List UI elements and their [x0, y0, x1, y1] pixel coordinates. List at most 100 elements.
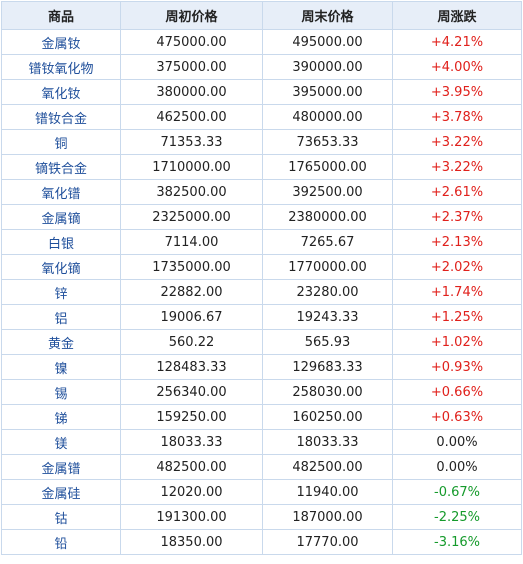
- end-price-cell: 495000.00: [262, 29, 393, 55]
- end-price-cell: 395000.00: [262, 79, 393, 105]
- table-row: 氧化镨 382500.00 392500.00 +2.61%: [1, 179, 522, 205]
- end-price-cell: 160250.00: [262, 404, 393, 430]
- table-row: 铜 71353.33 73653.33 +3.22%: [1, 129, 522, 155]
- table-row: 金属硅 12020.00 11940.00 -0.67%: [1, 479, 522, 505]
- table-row: 镨钕氧化物 375000.00 390000.00 +4.00%: [1, 54, 522, 80]
- end-price-cell: 73653.33: [262, 129, 393, 155]
- end-price-cell: 258030.00: [262, 379, 393, 405]
- end-price-cell: 2380000.00: [262, 204, 393, 230]
- start-price-cell: 482500.00: [120, 454, 263, 480]
- end-price-cell: 11940.00: [262, 479, 393, 505]
- weekly-change-cell: -0.67%: [392, 479, 522, 505]
- end-price-cell: 392500.00: [262, 179, 393, 205]
- commodity-name-cell: 金属硅: [1, 479, 121, 505]
- end-price-cell: 19243.33: [262, 304, 393, 330]
- table-header: 商品 周初价格 周末价格 周涨跌: [1, 1, 522, 30]
- table-row: 金属镨 482500.00 482500.00 0.00%: [1, 454, 522, 480]
- start-price-cell: 12020.00: [120, 479, 263, 505]
- table-row: 锑 159250.00 160250.00 +0.63%: [1, 404, 522, 430]
- header-commodity: 商品: [1, 1, 121, 30]
- commodity-name-cell: 铝: [1, 304, 121, 330]
- end-price-cell: 18033.33: [262, 429, 393, 455]
- weekly-change-cell: +1.02%: [392, 329, 522, 355]
- end-price-cell: 17770.00: [262, 529, 393, 555]
- weekly-change-cell: 0.00%: [392, 429, 522, 455]
- commodity-name-cell: 镨钕合金: [1, 104, 121, 130]
- table-row: 黄金 560.22 565.93 +1.02%: [1, 329, 522, 355]
- commodity-name-cell: 金属镨: [1, 454, 121, 480]
- header-end-price: 周末价格: [262, 1, 393, 30]
- start-price-cell: 159250.00: [120, 404, 263, 430]
- weekly-change-cell: +2.02%: [392, 254, 522, 280]
- start-price-cell: 380000.00: [120, 79, 263, 105]
- table-row: 氧化钕 380000.00 395000.00 +3.95%: [1, 79, 522, 105]
- end-price-cell: 390000.00: [262, 54, 393, 80]
- weekly-change-cell: +2.37%: [392, 204, 522, 230]
- table-row: 锡 256340.00 258030.00 +0.66%: [1, 379, 522, 405]
- weekly-change-cell: +2.13%: [392, 229, 522, 255]
- table-row: 金属镝 2325000.00 2380000.00 +2.37%: [1, 204, 522, 230]
- commodity-name-cell: 白银: [1, 229, 121, 255]
- end-price-cell: 480000.00: [262, 104, 393, 130]
- start-price-cell: 191300.00: [120, 504, 263, 530]
- start-price-cell: 128483.33: [120, 354, 263, 380]
- commodity-name-cell: 锑: [1, 404, 121, 430]
- weekly-change-cell: +0.66%: [392, 379, 522, 405]
- table-row: 氧化镝 1735000.00 1770000.00 +2.02%: [1, 254, 522, 280]
- header-start-price: 周初价格: [120, 1, 263, 30]
- weekly-change-cell: 0.00%: [392, 454, 522, 480]
- table-body: 金属钕 475000.00 495000.00 +4.21% 镨钕氧化物 375000.0…: [1, 29, 522, 555]
- commodity-name-cell: 金属钕: [1, 29, 121, 55]
- commodity-name-cell: 铅: [1, 529, 121, 555]
- end-price-cell: 129683.33: [262, 354, 393, 380]
- table-row: 镁 18033.33 18033.33 0.00%: [1, 429, 522, 455]
- start-price-cell: 382500.00: [120, 179, 263, 205]
- weekly-change-cell: +3.95%: [392, 79, 522, 105]
- commodity-name-cell: 锌: [1, 279, 121, 305]
- commodity-name-cell: 铜: [1, 129, 121, 155]
- price-table: 商品 周初价格 周末价格 周涨跌 金属钕 475000.00 495000.00 +4…: [1, 1, 522, 555]
- commodity-name-cell: 钴: [1, 504, 121, 530]
- table-row: 钴 191300.00 187000.00 -2.25%: [1, 504, 522, 530]
- weekly-change-cell: +4.21%: [392, 29, 522, 55]
- weekly-change-cell: +0.63%: [392, 404, 522, 430]
- table-row: 镨钕合金 462500.00 480000.00 +3.78%: [1, 104, 522, 130]
- weekly-change-cell: +1.25%: [392, 304, 522, 330]
- weekly-change-cell: +0.93%: [392, 354, 522, 380]
- start-price-cell: 375000.00: [120, 54, 263, 80]
- header-row: 商品 周初价格 周末价格 周涨跌: [1, 1, 522, 30]
- start-price-cell: 19006.67: [120, 304, 263, 330]
- commodity-name-cell: 氧化镨: [1, 179, 121, 205]
- commodity-name-cell: 锡: [1, 379, 121, 405]
- header-weekly-change: 周涨跌: [392, 1, 522, 30]
- weekly-change-cell: +3.78%: [392, 104, 522, 130]
- start-price-cell: 475000.00: [120, 29, 263, 55]
- commodity-name-cell: 镨钕氧化物: [1, 54, 121, 80]
- start-price-cell: 462500.00: [120, 104, 263, 130]
- commodity-name-cell: 黄金: [1, 329, 121, 355]
- commodity-name-cell: 镝铁合金: [1, 154, 121, 180]
- end-price-cell: 565.93: [262, 329, 393, 355]
- end-price-cell: 482500.00: [262, 454, 393, 480]
- commodity-name-cell: 氧化钕: [1, 79, 121, 105]
- table-row: 锌 22882.00 23280.00 +1.74%: [1, 279, 522, 305]
- start-price-cell: 1735000.00: [120, 254, 263, 280]
- weekly-change-cell: -2.25%: [392, 504, 522, 530]
- start-price-cell: 18033.33: [120, 429, 263, 455]
- weekly-change-cell: +4.00%: [392, 54, 522, 80]
- end-price-cell: 1770000.00: [262, 254, 393, 280]
- end-price-cell: 23280.00: [262, 279, 393, 305]
- weekly-change-cell: +2.61%: [392, 179, 522, 205]
- weekly-change-cell: +1.74%: [392, 279, 522, 305]
- end-price-cell: 7265.67: [262, 229, 393, 255]
- table-row: 金属钕 475000.00 495000.00 +4.21%: [1, 29, 522, 55]
- end-price-cell: 1765000.00: [262, 154, 393, 180]
- end-price-cell: 187000.00: [262, 504, 393, 530]
- start-price-cell: 71353.33: [120, 129, 263, 155]
- commodity-name-cell: 氧化镝: [1, 254, 121, 280]
- start-price-cell: 2325000.00: [120, 204, 263, 230]
- commodity-name-cell: 金属镝: [1, 204, 121, 230]
- table-row: 白银 7114.00 7265.67 +2.13%: [1, 229, 522, 255]
- start-price-cell: 22882.00: [120, 279, 263, 305]
